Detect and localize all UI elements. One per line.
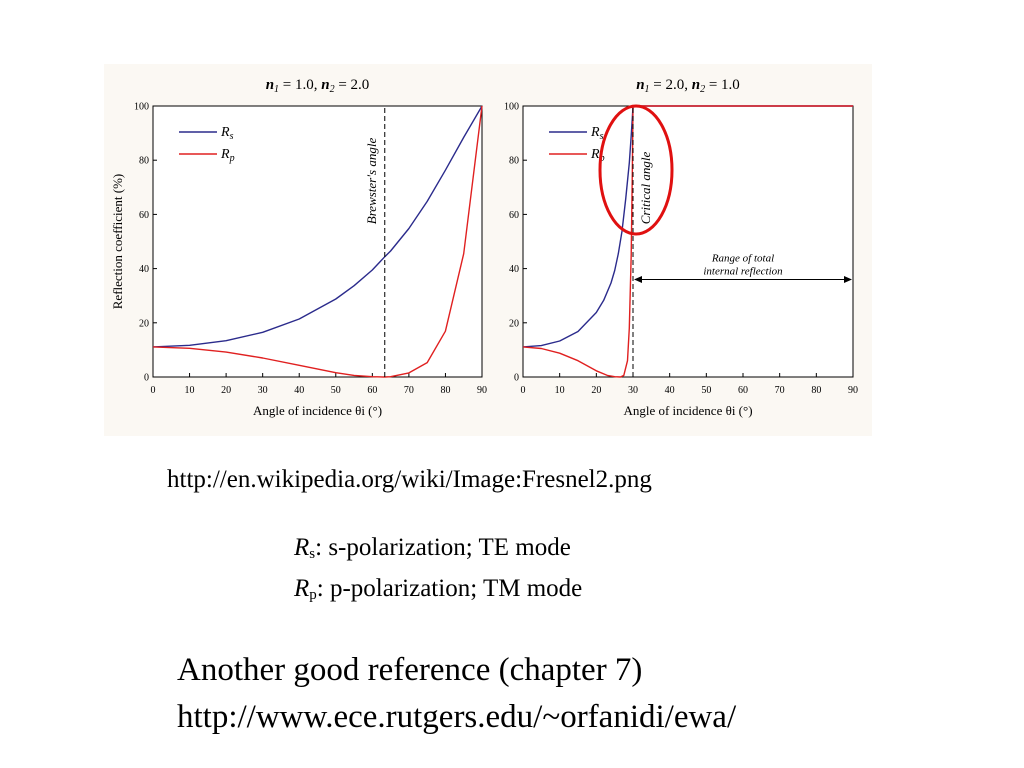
chart1-xtick-label: 40: [294, 385, 304, 396]
legend-note-rp-symbol: R: [294, 575, 310, 602]
chart1-legend-label-symbol: R: [220, 125, 230, 140]
chart2-series-rs-line: [522, 105, 853, 348]
chart1-legend-label-symbol: R: [220, 147, 230, 162]
chart2-xtick-label: 0: [521, 385, 526, 396]
legend-note-rp-sub: p: [309, 587, 317, 603]
chart1-brewster-label: Brewster's angle: [364, 138, 379, 225]
chart2-tir-arrowhead-left: [634, 275, 642, 283]
chart2-critical-highlight-ellipse: [598, 104, 674, 236]
reference-url[interactable]: http://www.ece.rutgers.edu/~orfanidi/ewa…: [177, 699, 737, 735]
chart2-ytick-label: 0: [514, 373, 519, 384]
chart1-ytick-label: 100: [134, 102, 149, 113]
chart2-xtick-label: 30: [628, 385, 638, 396]
chart1-ytick-label: 60: [139, 210, 149, 221]
chart1-legend-label-subscript: s: [230, 131, 234, 142]
legend-note-rs-text: : s-polarization; TE mode: [315, 534, 571, 561]
chart2-legend-label-symbol: R: [590, 125, 600, 140]
legend-note-rs: Rs: s-polarization; TE mode: [294, 534, 571, 563]
chart2-ytick-label: 40: [509, 264, 519, 275]
chart1-title: n1 = 1.0, n2 = 2.0: [266, 77, 370, 95]
chart1-title-part: 1: [274, 84, 279, 95]
chart2-ytick-label: 20: [509, 318, 519, 329]
chart1-legend-label-rs: Rs: [220, 125, 234, 142]
chart2-xtick-label: 90: [848, 385, 858, 396]
chart2-legend-label-rs: Rs: [590, 125, 604, 142]
chart2-ytick-label: 80: [509, 156, 519, 167]
chart1-plot-frame: [152, 105, 483, 378]
chart1-title-part: = 1.0,: [279, 77, 321, 93]
chart2-title-part: = 1.0: [705, 77, 740, 93]
chart1-xtick-label: 20: [221, 385, 231, 396]
chart1-ytick-label: 20: [139, 318, 149, 329]
chart1-xtick-label: 70: [404, 385, 414, 396]
chart2-xtick-label: 50: [701, 385, 711, 396]
chart1-xtick-label: 90: [477, 385, 487, 396]
legend-note-rp: Rp: p-polarization; TM mode: [294, 575, 582, 604]
chart1-xlabel: Angle of incidence θi (°): [253, 403, 382, 418]
chart1-ytick-label: 40: [139, 264, 149, 275]
chart2-ytick-label: 60: [509, 210, 519, 221]
chart2-legend-label-symbol: R: [590, 147, 600, 162]
chart1-legend-label-rp: Rp: [220, 147, 235, 164]
chart2-tir-arrowhead-right: [844, 275, 852, 283]
chart2-series-rp-line: [522, 105, 853, 378]
chart1-ytick-label: 80: [139, 156, 149, 167]
legend-note-rs-sub: s: [309, 546, 316, 562]
chart1-title-part: = 2.0: [335, 77, 370, 93]
legend-note-rp-text: : p-polarization; TM mode: [316, 575, 583, 602]
chart2-xlabel: Angle of incidence θi (°): [623, 403, 752, 418]
chart2-xtick-label: 70: [775, 385, 785, 396]
chart2-xtick-label: 40: [665, 385, 675, 396]
chart2-xtick-label: 80: [811, 385, 821, 396]
legend-note-rs-symbol: R: [294, 534, 310, 561]
chart1-ylabel: Reflection coefficient (%): [110, 174, 125, 309]
chart2-legend-label-subscript: s: [600, 131, 604, 142]
chart2-tir-label-line2: internal reflection: [703, 265, 783, 277]
chart2-xtick-label: 10: [555, 385, 565, 396]
chart1-legend-label-subscript: p: [229, 153, 235, 164]
chart1-xtick-label: 0: [151, 385, 156, 396]
chart1-xtick-label: 10: [185, 385, 195, 396]
chart2-tir-label-line1: Range of total: [711, 252, 774, 264]
chart1-xtick-label: 60: [367, 385, 377, 396]
chart2-title-part: n: [692, 77, 700, 93]
chart2-plot-frame: [522, 105, 854, 378]
chart1-series-rp-line: [152, 105, 483, 378]
chart2-xtick-label: 20: [591, 385, 601, 396]
chart1-title-part: n: [321, 77, 329, 93]
chart2-title-part: n: [636, 77, 644, 93]
chart1-xtick-label: 50: [331, 385, 341, 396]
chart2-critical-label: Critical angle: [638, 151, 653, 224]
chart2-ytick-label: 100: [504, 102, 519, 113]
chart1-title-part: 2: [330, 84, 335, 95]
source-url-caption[interactable]: http://en.wikipedia.org/wiki/Image:Fresn…: [167, 466, 652, 493]
chart1-xtick-label: 80: [440, 385, 450, 396]
chart2-title: n1 = 2.0, n2 = 1.0: [636, 77, 740, 95]
chart1-xtick-label: 30: [258, 385, 268, 396]
chart2-title-part: 2: [700, 84, 705, 95]
chart1-ytick-label: 0: [144, 373, 149, 384]
chart2-title-part: = 2.0,: [650, 77, 692, 93]
reference-title: Another good reference (chapter 7): [177, 652, 643, 688]
chart2-title-part: 1: [645, 84, 650, 95]
figure-panel: 0 10 20 30 40 50 60 70 80 90 0 20 40 60 80 100 n1 = 1.0,…: [104, 64, 872, 436]
chart2-xtick-label: 60: [738, 385, 748, 396]
chart1-title-part: n: [266, 77, 274, 93]
chart1-series-rs-line: [152, 105, 483, 348]
